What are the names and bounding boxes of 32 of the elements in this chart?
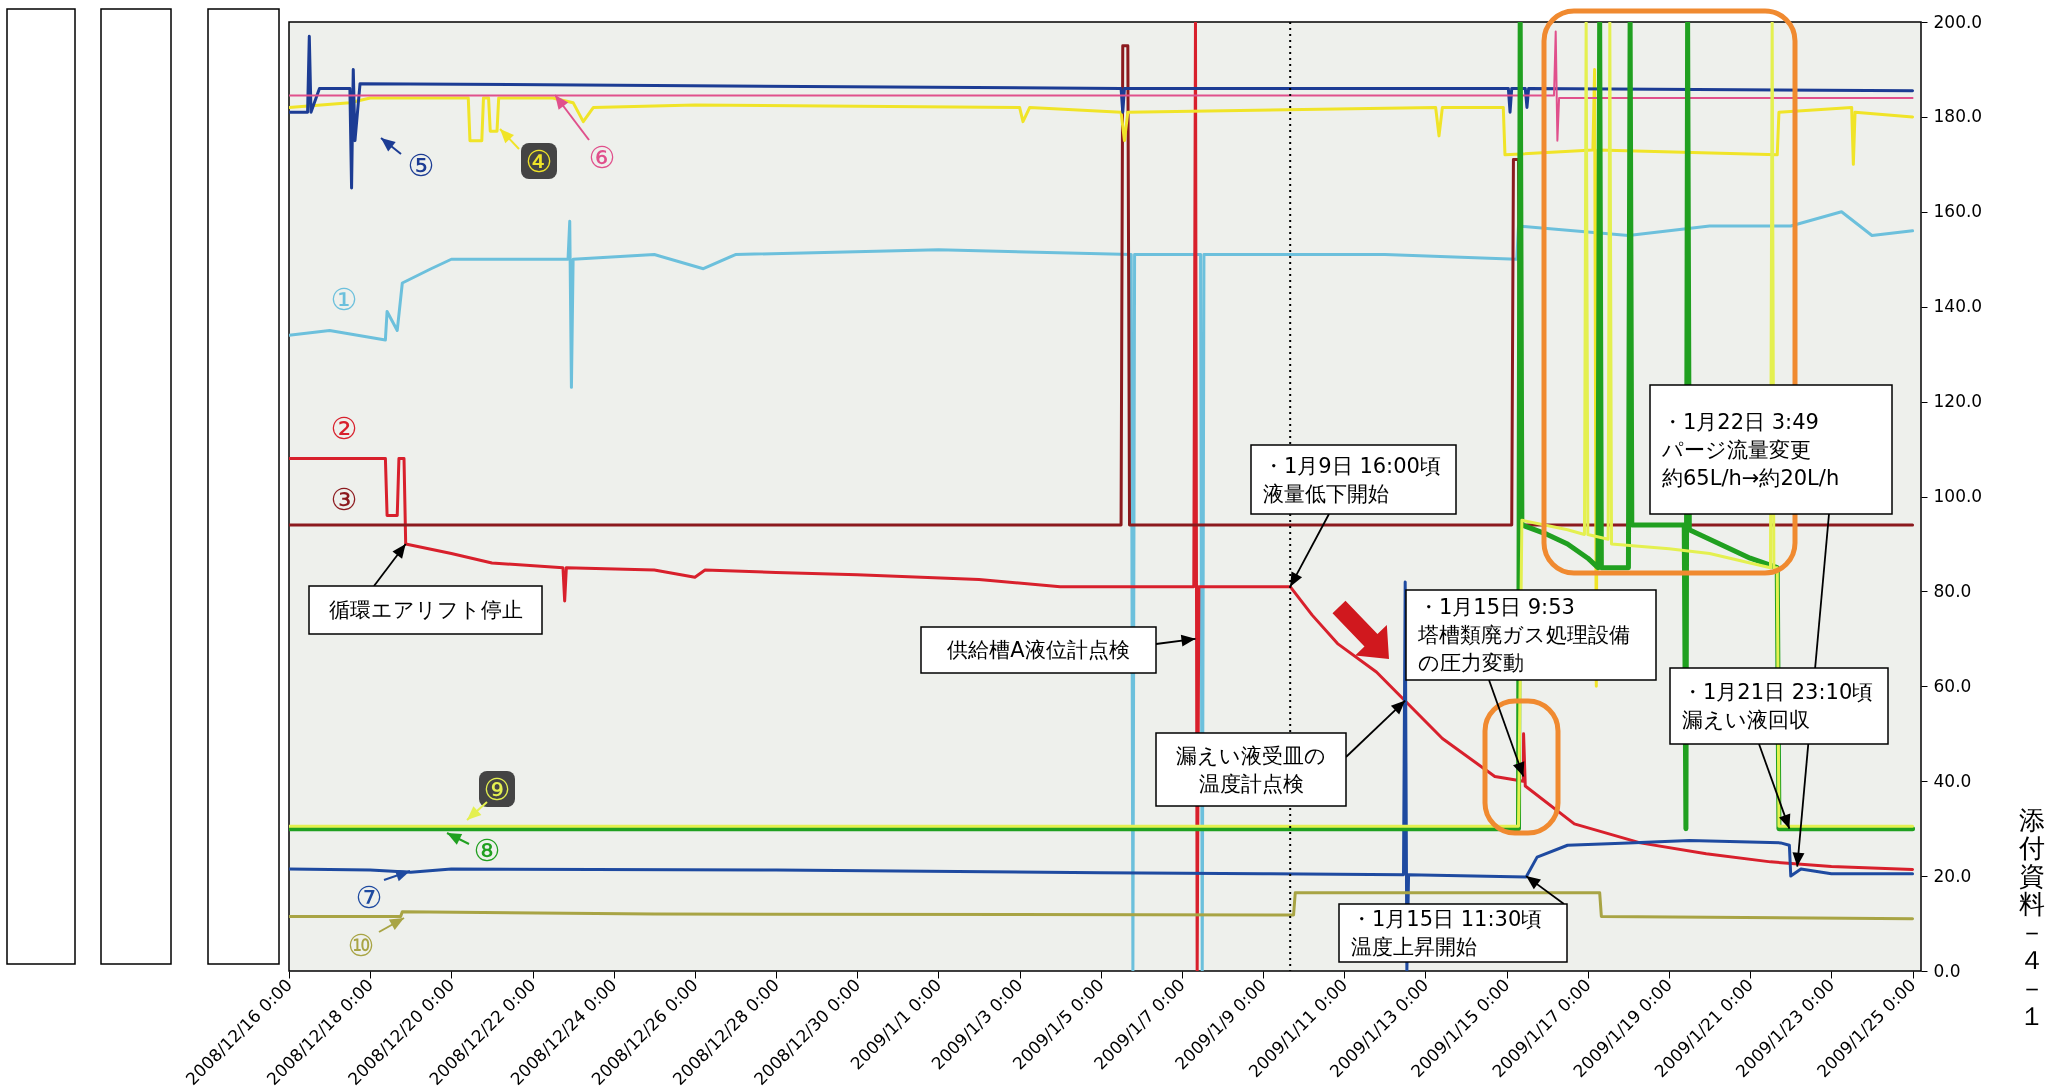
- y-tick-label: 0.0: [1933, 960, 1961, 981]
- series-label: ②: [330, 410, 358, 446]
- y-tick-label: 80.0: [1933, 580, 1972, 601]
- line-series: [289, 34, 1915, 190]
- legend-label: ⑧: [473, 832, 501, 868]
- y-tick-label: 160.0: [1933, 201, 1983, 222]
- annotation: ・1月22日 3:49パージ流量変更約65L/h→約20L/h: [1661, 409, 1840, 490]
- y-tick-label: 180.0: [1933, 106, 1983, 127]
- legend-label: ⑦: [355, 879, 383, 915]
- text: 添付資料－４－１: [2018, 805, 2045, 1031]
- annotation: 循環エアリフト停止: [328, 598, 523, 622]
- annotation: ・1月15日 11:30頃温度上昇開始: [1351, 907, 1543, 959]
- legend-label: ⑤: [407, 147, 435, 183]
- annotation: ・1月21日 23:10頃漏えい液回収: [1682, 680, 1874, 732]
- y-tick-label: 60.0: [1933, 675, 1972, 696]
- line-series: [289, 210, 1915, 971]
- annotation: 供給槽A液位計点検: [947, 638, 1130, 662]
- annotation: ・1月9日 16:00頃液量低下開始: [1263, 453, 1441, 506]
- y-tick-label: 100.0: [1933, 486, 1983, 506]
- annotation: 漏えい液受皿の温度計点検: [1176, 743, 1326, 796]
- legend-label: ⑩: [347, 927, 375, 963]
- line-series: [289, 30, 1914, 142]
- y-tick-label: 20.0: [1933, 865, 1972, 886]
- annotation: ・1月15日 9:53塔槽類廃ガス処理設備の圧力変動: [1417, 595, 1630, 675]
- y-tick-label: 200.0: [1933, 11, 1983, 32]
- series-label: ③: [330, 481, 358, 517]
- legend-label: ⑥: [588, 139, 616, 175]
- y-tick-label: 140.0: [1933, 296, 1983, 317]
- y-tick-label: 40.0: [1933, 770, 1972, 791]
- y-tick-label: 120.0: [1933, 391, 1983, 412]
- series-label: ①: [330, 281, 358, 317]
- line-series: [289, 580, 1915, 971]
